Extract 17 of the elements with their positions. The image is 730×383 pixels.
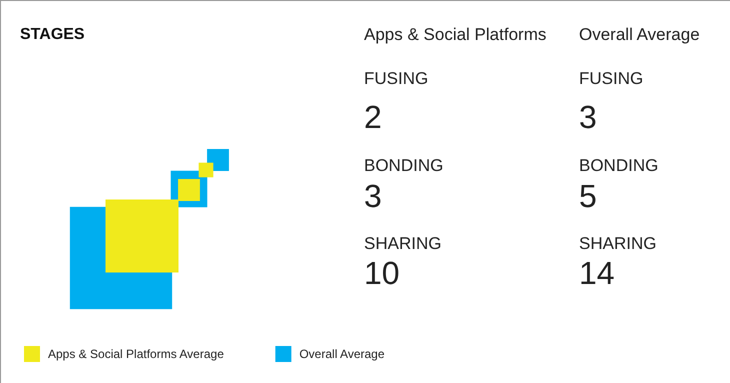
data-label: 2 xyxy=(364,99,382,135)
data-label: 5 xyxy=(579,178,597,214)
category-label: SHARING xyxy=(364,234,442,253)
category-label: BONDING xyxy=(579,156,658,175)
text: STAGES xyxy=(20,26,85,43)
category-label: FUSING xyxy=(364,69,428,88)
text: Overall Average xyxy=(579,25,700,44)
legend-label: Apps & Social Platforms Average xyxy=(48,347,224,361)
data-label: 3 xyxy=(579,99,597,135)
category-label: SHARING xyxy=(579,234,656,253)
category-label: FUSING xyxy=(579,69,644,88)
data-label: 10 xyxy=(364,255,400,291)
text: Apps & Social Platforms xyxy=(364,25,546,44)
legend-label: Overall Average xyxy=(299,347,385,361)
data-label: 3 xyxy=(364,178,382,214)
data-label: 14 xyxy=(579,255,615,291)
category-label: BONDING xyxy=(364,156,444,175)
